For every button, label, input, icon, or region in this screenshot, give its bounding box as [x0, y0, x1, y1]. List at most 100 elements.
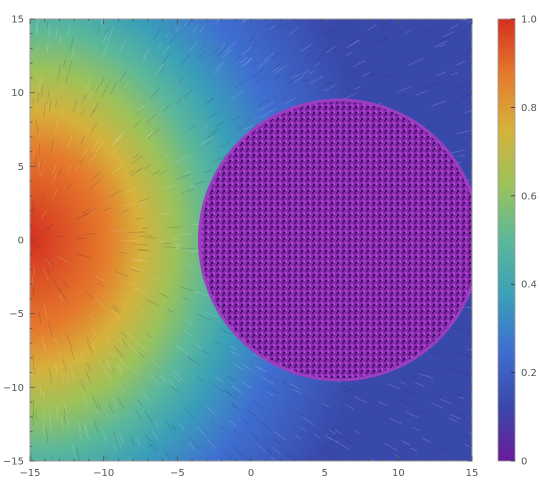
streamline — [63, 402, 68, 416]
streamline — [62, 358, 67, 372]
streamline — [94, 275, 105, 282]
streamline — [197, 313, 212, 321]
streamline — [111, 134, 123, 147]
streamline — [47, 21, 49, 29]
streamline — [448, 417, 457, 422]
streamline — [88, 152, 97, 164]
streamline — [266, 107, 278, 115]
streamline — [320, 404, 328, 410]
streamline — [108, 402, 114, 414]
streamline — [31, 241, 40, 249]
streamline — [396, 398, 409, 405]
streamline — [91, 139, 100, 151]
streamline — [223, 389, 233, 397]
streamline — [130, 168, 142, 176]
streamline — [431, 351, 440, 355]
streamline — [95, 298, 108, 310]
streamline — [36, 21, 39, 36]
streamline — [88, 19, 92, 25]
streamline — [194, 291, 209, 296]
streamline — [58, 35, 62, 45]
streamline — [439, 35, 451, 42]
streamline — [90, 121, 98, 134]
streamline — [336, 387, 348, 393]
streamline — [200, 137, 214, 145]
streamline — [103, 207, 112, 212]
streamline — [113, 305, 121, 312]
streamline — [376, 406, 383, 411]
streamline — [341, 385, 357, 393]
streamline — [252, 441, 259, 448]
streamline — [193, 180, 205, 186]
streamline — [343, 438, 357, 447]
streamline — [465, 164, 472, 167]
streamline — [76, 447, 81, 461]
streamline — [175, 25, 181, 32]
streamline — [214, 376, 223, 383]
y-tick-label: −5 — [9, 309, 24, 320]
streamline — [135, 340, 147, 352]
streamline — [136, 306, 146, 313]
streamline — [69, 347, 76, 360]
streamline — [419, 72, 427, 77]
streamline — [205, 405, 216, 415]
streamline — [214, 61, 225, 71]
streamline — [345, 404, 354, 410]
streamline — [143, 164, 152, 170]
streamline — [115, 364, 123, 375]
streamline — [86, 336, 92, 344]
streamline — [322, 443, 335, 452]
streamline — [84, 291, 93, 299]
streamline — [76, 253, 92, 259]
streamline — [460, 94, 468, 98]
streamline — [145, 132, 153, 140]
streamline — [309, 75, 323, 85]
streamline — [161, 212, 173, 215]
streamline — [65, 183, 73, 192]
streamline — [445, 89, 453, 93]
streamline — [232, 446, 244, 458]
streamline — [163, 246, 177, 248]
plot-area — [30, 19, 472, 461]
streamline — [58, 288, 68, 302]
streamline — [448, 24, 459, 30]
streamline — [41, 223, 54, 233]
streamline — [348, 39, 361, 47]
streamline — [415, 90, 428, 96]
streamline — [85, 340, 94, 354]
streamline — [459, 143, 467, 146]
streamline — [107, 349, 115, 358]
colorbar-ticks: 0 0.2 0.4 0.6 0.8 1.0 — [511, 15, 537, 468]
streamline — [104, 370, 112, 382]
streamline — [297, 411, 305, 417]
streamline — [266, 448, 273, 454]
streamline — [240, 58, 252, 68]
streamline — [80, 109, 84, 117]
streamline — [202, 169, 212, 174]
streamline — [138, 352, 145, 358]
streamline — [299, 426, 307, 432]
streamline — [167, 26, 173, 34]
streamline — [48, 412, 52, 429]
streamline — [133, 120, 141, 129]
streamline — [37, 91, 39, 103]
y-tick-label: −15 — [3, 457, 24, 468]
streamline — [246, 116, 253, 121]
streamline — [230, 350, 241, 357]
streamline — [52, 279, 61, 293]
streamline — [114, 271, 129, 277]
streamline — [231, 404, 242, 413]
streamline — [64, 415, 67, 425]
streamline — [266, 391, 275, 397]
streamline — [61, 109, 64, 118]
streamline — [439, 448, 449, 454]
streamline — [95, 426, 99, 433]
streamline — [38, 161, 40, 170]
streamline — [199, 25, 205, 33]
streamline — [61, 278, 70, 288]
streamline — [105, 336, 112, 343]
streamline — [136, 107, 144, 115]
streamline — [421, 437, 431, 443]
streamline — [455, 60, 466, 66]
streamline — [58, 351, 62, 359]
